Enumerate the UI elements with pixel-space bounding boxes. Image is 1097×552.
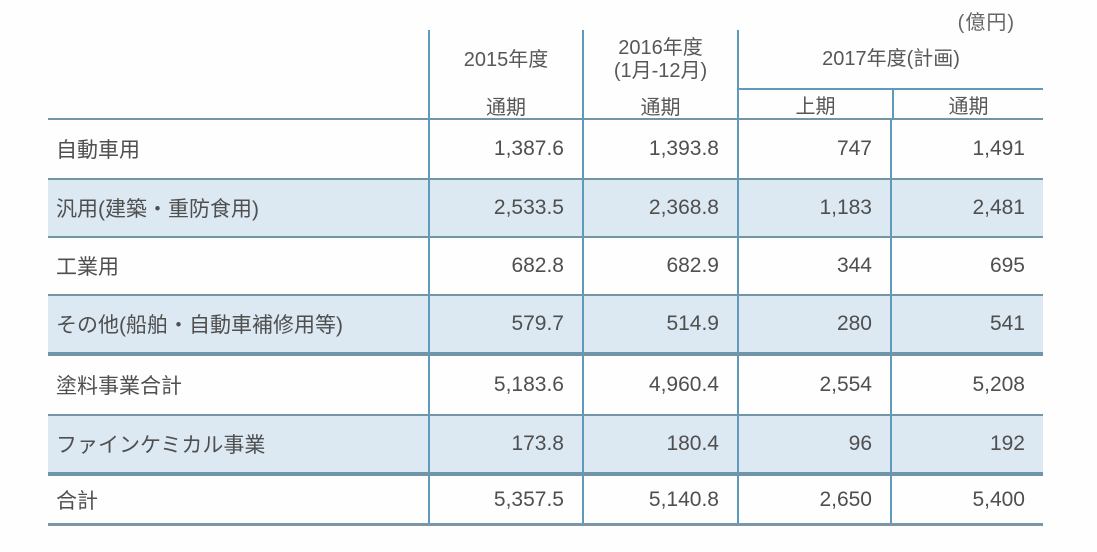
row-label: 工業用 xyxy=(56,256,119,279)
value-fy2016: 5,140.8 xyxy=(582,476,737,523)
value-fy2017-h1: 344 xyxy=(737,238,890,294)
row-label: 自動車用 xyxy=(56,139,140,162)
value-fy2017-full: 695 xyxy=(890,238,1043,294)
value-fy2017-full: 5,208 xyxy=(890,356,1043,414)
row-label: その他(船舶・自動車補修用等) xyxy=(56,314,343,337)
unit-label: (億円) xyxy=(957,12,1015,34)
row-label: 塗料事業合計 xyxy=(56,375,182,398)
value-fy2015: 2,533.5 xyxy=(428,180,582,236)
value-fy2016: 682.9 xyxy=(582,238,737,294)
header-2015-period-text: 通期 xyxy=(486,96,526,119)
header-2015-period: 通期 xyxy=(430,90,582,120)
value-fy2017-h1: 280 xyxy=(737,296,890,352)
value-fy2015: 682.8 xyxy=(428,238,582,294)
header-2016-year-text: 2016年度 xyxy=(618,37,703,59)
value-fy2015: 5,183.6 xyxy=(428,356,582,414)
value-fy2016: 514.9 xyxy=(582,296,737,352)
row-label: 汎用(建築・重防食用) xyxy=(56,198,259,221)
header-2016-period-text: 通期 xyxy=(640,96,681,119)
table-row-grand-total: 合計 5,357.5 5,140.8 2,650 5,400 xyxy=(48,476,1043,526)
header-2017-full-year: 通期 xyxy=(892,90,1043,119)
value-fy2017-h1: 2,650 xyxy=(737,476,890,523)
header-2017-group-label: 2017年度(計画) xyxy=(739,30,1043,90)
row-label: 合計 xyxy=(56,489,98,513)
table-row-automotive: 自動車用 1,387.6 1,393.8 747 1,491 xyxy=(48,120,1043,178)
table-row-coatings-total: 塗料事業合計 5,183.6 4,960.4 2,554 5,208 xyxy=(48,356,1043,414)
header-empty-cell xyxy=(48,30,428,120)
value-fy2017-full: 1,491 xyxy=(890,120,1043,178)
value-fy2016: 4,960.4 xyxy=(582,356,737,414)
table-row-general-purpose: 汎用(建築・重防食用) 2,533.5 2,368.8 1,183 2,481 xyxy=(48,178,1043,236)
value-fy2017-h1: 2,554 xyxy=(737,356,890,414)
value-fy2017-full: 192 xyxy=(890,416,1043,472)
value-fy2016: 2,368.8 xyxy=(582,180,737,236)
section-divider xyxy=(48,352,1043,356)
header-2016-months-text: (1月-12月) xyxy=(613,60,708,82)
value-fy2015: 173.8 xyxy=(428,416,582,472)
value-fy2017-full: 5,400 xyxy=(890,476,1043,523)
header-2017-subcolumns: 上期 通期 xyxy=(739,90,1043,119)
table-row-others: その他(船舶・自動車補修用等) 579.7 514.9 280 541 xyxy=(48,294,1043,352)
value-fy2017-full: 541 xyxy=(890,296,1043,352)
row-label: ファインケミカル事業 xyxy=(56,434,266,457)
value-fy2017-h1: 747 xyxy=(737,120,890,178)
value-fy2015: 1,387.6 xyxy=(428,120,582,178)
table-header: 2015年度 通期 2016年度 (1月-12月) 通期 2017年度(計画) xyxy=(48,30,1043,120)
value-fy2016: 180.4 xyxy=(582,416,737,472)
section-divider xyxy=(48,472,1043,476)
header-col-2016: 2016年度 (1月-12月) 通期 xyxy=(582,30,737,120)
header-2015-year: 2015年度 xyxy=(430,30,582,90)
value-fy2017-h1: 96 xyxy=(737,416,890,472)
table-row-industrial: 工業用 682.8 682.9 344 695 xyxy=(48,236,1043,294)
value-fy2017-h1: 1,183 xyxy=(737,180,890,236)
table-row-fine-chemicals: ファインケミカル事業 173.8 180.4 96 192 xyxy=(48,414,1043,472)
value-fy2015: 5,357.5 xyxy=(428,476,582,523)
header-2017-first-half: 上期 xyxy=(795,96,836,118)
value-fy2016: 1,393.8 xyxy=(582,120,737,178)
header-2016-period: 通期 xyxy=(584,90,737,120)
value-fy2017-full: 2,481 xyxy=(890,180,1043,236)
header-col-2015: 2015年度 通期 xyxy=(428,30,582,120)
header-col-2017-group: 2017年度(計画) 上期 通期 xyxy=(737,30,1043,120)
value-fy2015: 579.7 xyxy=(428,296,582,352)
header-2017-group-text: 2017年度(計画) xyxy=(822,47,960,70)
header-2016-year: 2016年度 (1月-12月) xyxy=(584,30,737,90)
header-2015-year-text: 2015年度 xyxy=(463,48,549,71)
sales-by-segment-table: 2015年度 通期 2016年度 (1月-12月) 通期 2017年度(計画) xyxy=(48,30,1043,526)
